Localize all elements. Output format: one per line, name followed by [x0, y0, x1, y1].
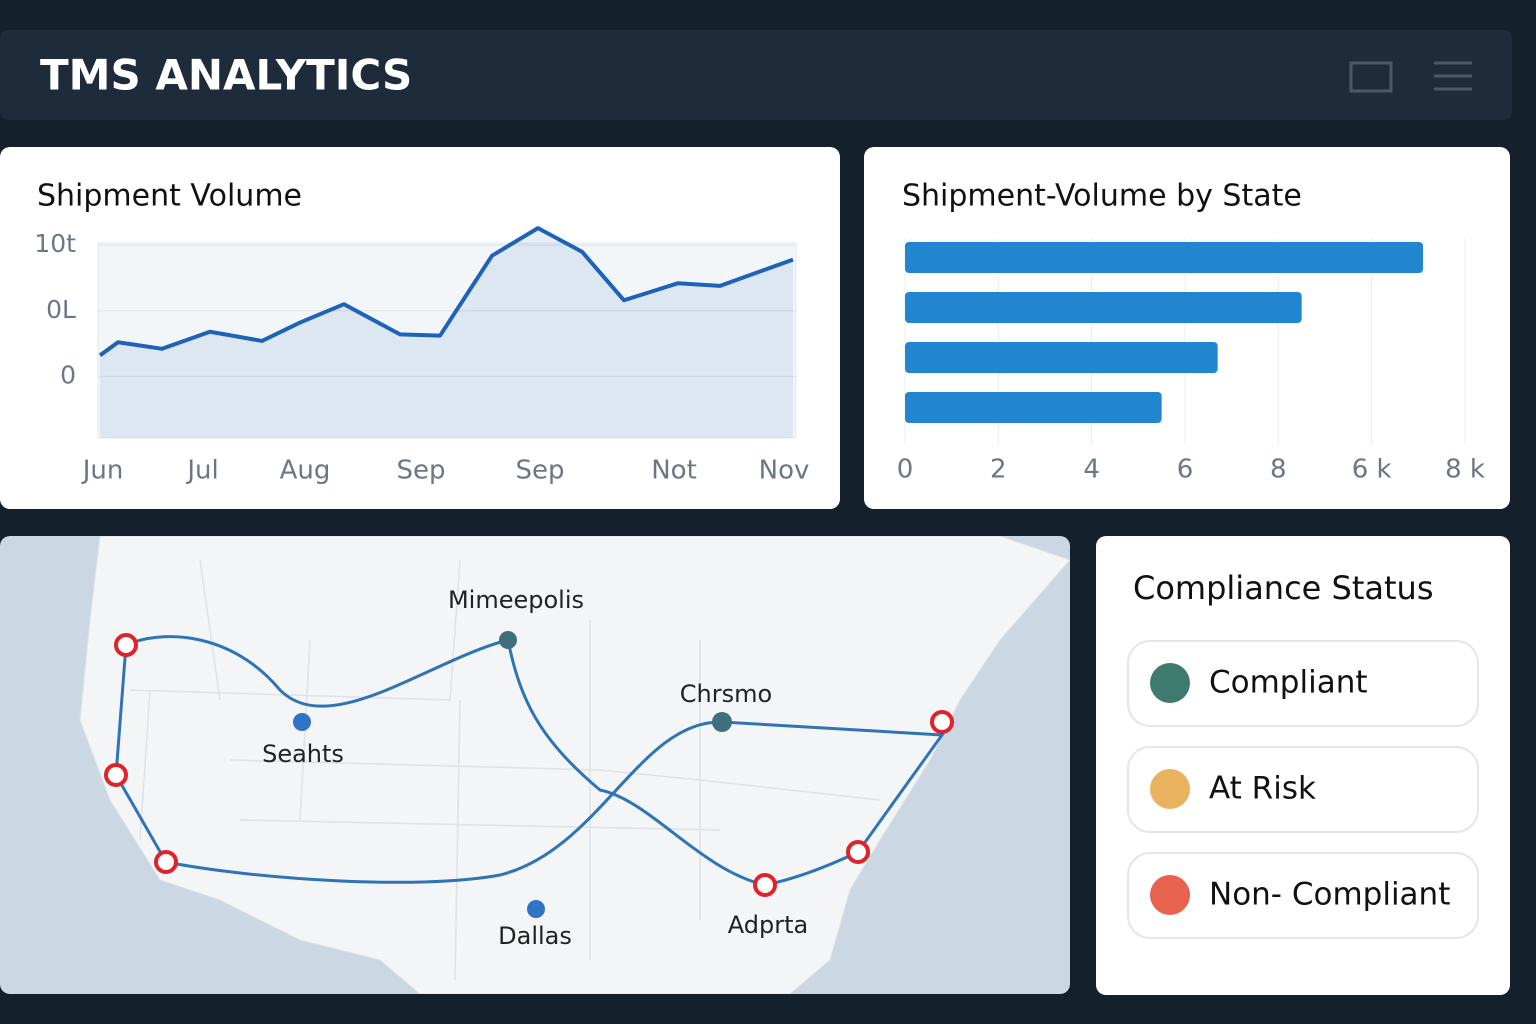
status-dot — [1150, 663, 1190, 703]
x-tick-label: Sep — [396, 456, 445, 486]
x-tick-label: 8 — [1270, 455, 1287, 485]
line-area — [100, 228, 793, 438]
x-tick-label: 2 — [990, 455, 1007, 485]
city-label: Mimeepolis — [448, 586, 584, 614]
y-tick-label: 0 — [60, 360, 76, 389]
bar — [905, 392, 1162, 423]
x-tick-label: Not — [651, 456, 697, 486]
status-item[interactable] — [1127, 746, 1479, 833]
y-tick-label: 0L — [46, 295, 76, 324]
window-icon[interactable] — [1349, 61, 1393, 93]
card-title: Shipment Volume — [37, 179, 302, 214]
x-tick-label: 6 k — [1352, 455, 1392, 485]
x-tick-label: Nov — [759, 456, 810, 486]
map[interactable]: Mimeepolis Chrsmo Seahts Dallas Adprta — [0, 536, 1070, 994]
y-tick-label: 10t — [34, 229, 76, 258]
x-tick-label: 4 — [1083, 455, 1100, 485]
card-title: Shipment-Volume by State — [902, 179, 1302, 214]
x-tick-label: Jul — [185, 456, 218, 486]
status-item[interactable] — [1127, 640, 1479, 727]
x-tick-label: 0 — [897, 455, 914, 485]
x-tick-label: 6 — [1177, 455, 1194, 485]
x-tick-label: 8 k — [1445, 455, 1485, 485]
x-tick-label: Sep — [515, 456, 564, 486]
bar — [905, 242, 1423, 273]
pins — [104, 631, 954, 918]
status-dot — [1150, 875, 1190, 915]
status-label: At Risk — [1209, 771, 1316, 807]
line — [98, 226, 794, 357]
status-label: Non- Compliant — [1209, 877, 1450, 913]
x-tick-label: Jun — [81, 456, 124, 486]
city-label: Chrsmo — [680, 680, 772, 708]
city-label: Dallas — [498, 922, 572, 950]
status-label: Compliant — [1209, 665, 1368, 701]
status-dot — [1150, 769, 1190, 809]
city-label: Adprta — [728, 911, 808, 939]
bar — [905, 342, 1218, 373]
app-title: TMS ANALYTICS — [40, 51, 412, 100]
card-title: Compliance Status — [1133, 569, 1434, 607]
status-item[interactable] — [1127, 852, 1479, 939]
city-label: Seahts — [262, 740, 344, 768]
x-tick-label: Aug — [280, 456, 331, 486]
menu-icon[interactable] — [1434, 61, 1472, 91]
header-bar — [0, 30, 1512, 120]
plot-area — [97, 242, 797, 439]
bar — [905, 292, 1302, 323]
